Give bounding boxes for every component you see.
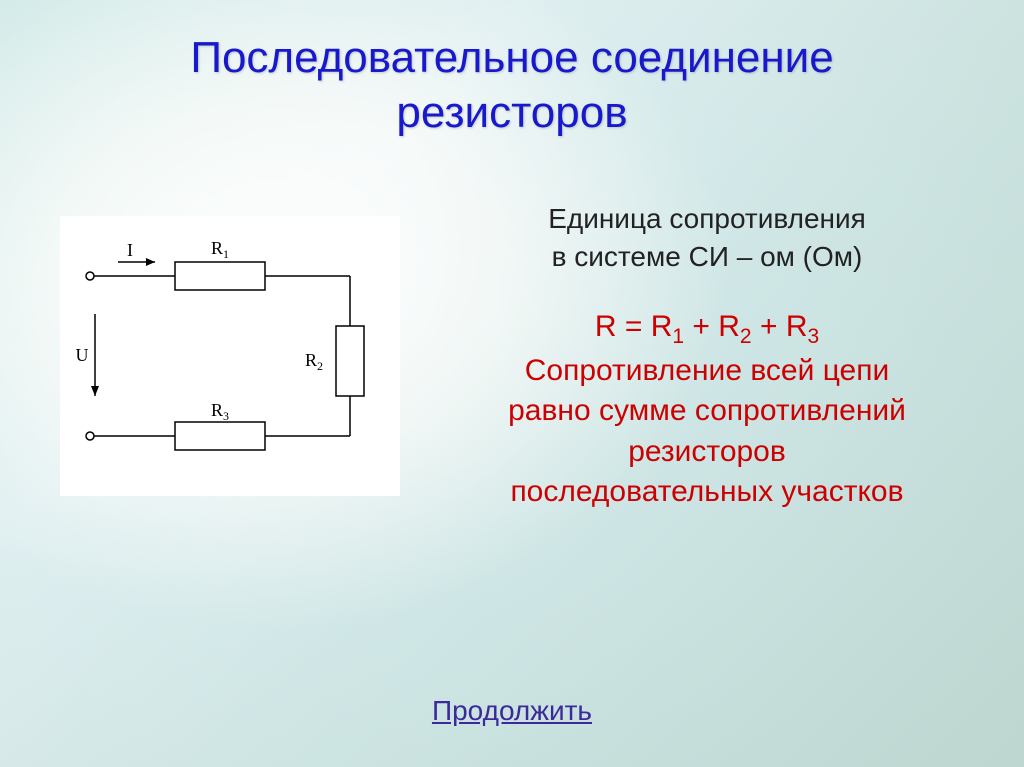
desc-line-1: Сопротивление всей цепи	[525, 354, 890, 387]
resistor-r1	[175, 262, 265, 290]
label-r1: R1	[211, 238, 229, 261]
current-arrow-head	[146, 258, 155, 266]
formula-r2: R	[718, 310, 740, 343]
continue-link[interactable]: Продолжить	[432, 695, 592, 726]
formula-s3: 3	[807, 325, 819, 348]
label-i: I	[127, 240, 133, 260]
voltage-arrow-head	[91, 386, 99, 396]
resistor-r3	[175, 422, 265, 450]
terminal-top	[86, 272, 94, 280]
desc-line-2: равно сумме сопротивлений	[508, 394, 906, 427]
formula-block: R = R1 + R2 + R3	[460, 306, 954, 351]
formula-r: R	[595, 310, 617, 343]
desc-line-3: резисторов	[628, 435, 786, 468]
terminal-bottom	[86, 432, 94, 440]
diagram-column: I U R1 R2 R3	[40, 200, 420, 513]
desc-line-4: последовательных участков	[510, 475, 903, 508]
label-u: U	[76, 345, 89, 365]
formula-s1: 1	[672, 325, 684, 348]
circuit-diagram: I U R1 R2 R3	[60, 216, 400, 496]
unit-text: Единица сопротивления в системе СИ – ом …	[460, 200, 954, 276]
formula-p1: +	[684, 310, 718, 343]
circuit-svg: I U R1 R2 R3	[60, 216, 400, 496]
title-line-2: резисторов	[396, 88, 627, 137]
unit-line-2: в системе СИ – ом (Ом)	[552, 241, 863, 272]
slide-title: Последовательное соединение резисторов	[0, 0, 1024, 140]
content-area: I U R1 R2 R3 Единица сопротивления	[0, 140, 1024, 513]
unit-line-1: Единица сопротивления	[548, 203, 866, 234]
formula-line: R = R1 + R2 + R3	[595, 310, 819, 343]
label-r2: R2	[305, 350, 323, 373]
formula-p2: +	[752, 310, 786, 343]
label-r3: R3	[211, 400, 229, 423]
formula-s2: 2	[740, 325, 752, 348]
formula-eq: =	[616, 310, 650, 343]
description-block: Сопротивление всей цепи равно сумме сопр…	[460, 351, 954, 513]
formula-r3: R	[786, 310, 808, 343]
resistor-r2	[336, 326, 364, 396]
formula-r1: R	[651, 310, 673, 343]
title-line-1: Последовательное соединение	[190, 33, 833, 82]
continue-area: Продолжить	[0, 695, 1024, 727]
text-column: Единица сопротивления в системе СИ – ом …	[460, 200, 984, 513]
